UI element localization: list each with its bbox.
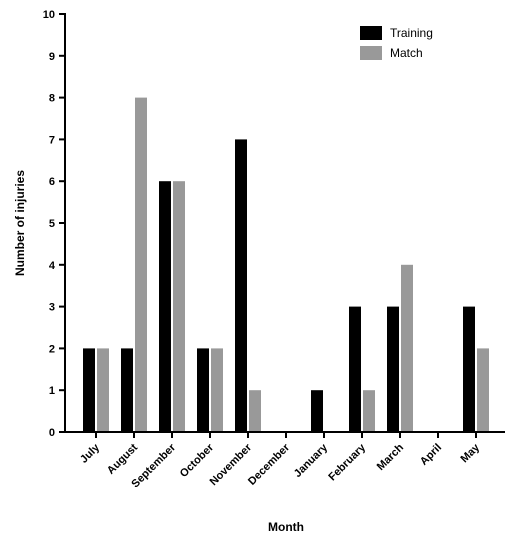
- y-tick-label: 7: [49, 134, 55, 146]
- bar-training-july: [83, 348, 95, 432]
- y-axis-title: Number of injuries: [13, 170, 27, 276]
- bar-training-march: [387, 306, 399, 432]
- bar-training-january: [311, 390, 323, 432]
- y-tick-label: 2: [49, 343, 55, 355]
- y-tick-label: 1: [49, 385, 55, 397]
- x-tick-label: July: [78, 441, 103, 466]
- bar-training-may: [463, 306, 475, 432]
- bar-match-november: [249, 390, 261, 432]
- x-tick-label: January: [292, 441, 331, 480]
- bar-match-august: [135, 97, 147, 432]
- y-tick-label: 3: [49, 302, 55, 314]
- x-axis-title: Month: [268, 520, 304, 534]
- x-tick-label: May: [458, 441, 482, 465]
- bar-match-september: [173, 181, 185, 432]
- legend: Training Match: [360, 26, 433, 60]
- x-tick-label: April: [418, 442, 444, 468]
- bar-training-september: [159, 181, 171, 432]
- bar-match-october: [211, 348, 223, 432]
- y-ticks: 0 1 2 3 4 5 6 7 8 9 10: [43, 9, 65, 439]
- y-tick-label: 8: [49, 93, 55, 105]
- x-tick-label: February: [326, 441, 368, 483]
- bar-training-february: [349, 306, 361, 432]
- bar-match-march: [401, 264, 413, 432]
- legend-label-match: Match: [390, 46, 423, 60]
- legend-label-training: Training: [390, 26, 433, 40]
- y-tick-label: 5: [49, 218, 55, 230]
- bar-match-february: [363, 390, 375, 432]
- bars-layer: [83, 97, 489, 432]
- x-tick-label: October: [178, 441, 217, 480]
- bar-match-may: [477, 348, 489, 432]
- bar-training-august: [121, 348, 133, 432]
- bar-training-october: [197, 348, 209, 432]
- bar-training-november: [235, 139, 247, 432]
- legend-swatch-training: [360, 26, 382, 40]
- y-tick-label: 10: [43, 9, 55, 21]
- bar-match-july: [97, 348, 109, 432]
- legend-swatch-match: [360, 46, 382, 60]
- y-tick-label: 9: [49, 51, 55, 63]
- x-tick-label: December: [246, 441, 293, 488]
- x-tick-label: August: [105, 441, 141, 477]
- y-tick-label: 0: [49, 427, 55, 439]
- x-tick-label: March: [375, 441, 407, 473]
- y-tick-label: 4: [49, 260, 56, 272]
- y-tick-label: 6: [49, 176, 55, 188]
